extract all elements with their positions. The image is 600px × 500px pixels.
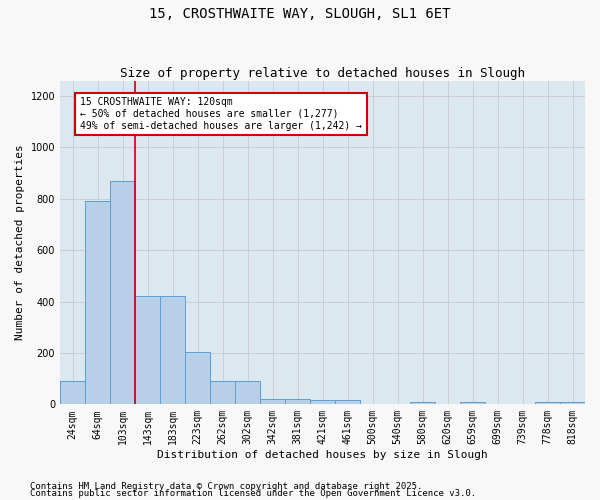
Bar xyxy=(235,381,260,404)
Y-axis label: Number of detached properties: Number of detached properties xyxy=(15,144,25,340)
Bar xyxy=(285,399,310,404)
Title: Size of property relative to detached houses in Slough: Size of property relative to detached ho… xyxy=(120,66,525,80)
Bar xyxy=(60,381,85,404)
Bar xyxy=(160,296,185,405)
Bar xyxy=(560,402,585,404)
Bar xyxy=(185,352,210,405)
Bar xyxy=(85,202,110,404)
Bar xyxy=(460,402,485,404)
X-axis label: Distribution of detached houses by size in Slough: Distribution of detached houses by size … xyxy=(157,450,488,460)
Bar xyxy=(260,399,285,404)
Bar xyxy=(135,296,160,405)
Text: Contains public sector information licensed under the Open Government Licence v3: Contains public sector information licen… xyxy=(30,489,476,498)
Text: 15 CROSTHWAITE WAY: 120sqm
← 50% of detached houses are smaller (1,277)
49% of s: 15 CROSTHWAITE WAY: 120sqm ← 50% of deta… xyxy=(80,98,362,130)
Bar xyxy=(310,400,335,404)
Text: 15, CROSTHWAITE WAY, SLOUGH, SL1 6ET: 15, CROSTHWAITE WAY, SLOUGH, SL1 6ET xyxy=(149,8,451,22)
Bar xyxy=(535,402,560,404)
Bar xyxy=(335,400,360,404)
Bar xyxy=(410,402,435,404)
Bar xyxy=(210,381,235,404)
Bar xyxy=(110,181,135,404)
Text: Contains HM Land Registry data © Crown copyright and database right 2025.: Contains HM Land Registry data © Crown c… xyxy=(30,482,422,491)
